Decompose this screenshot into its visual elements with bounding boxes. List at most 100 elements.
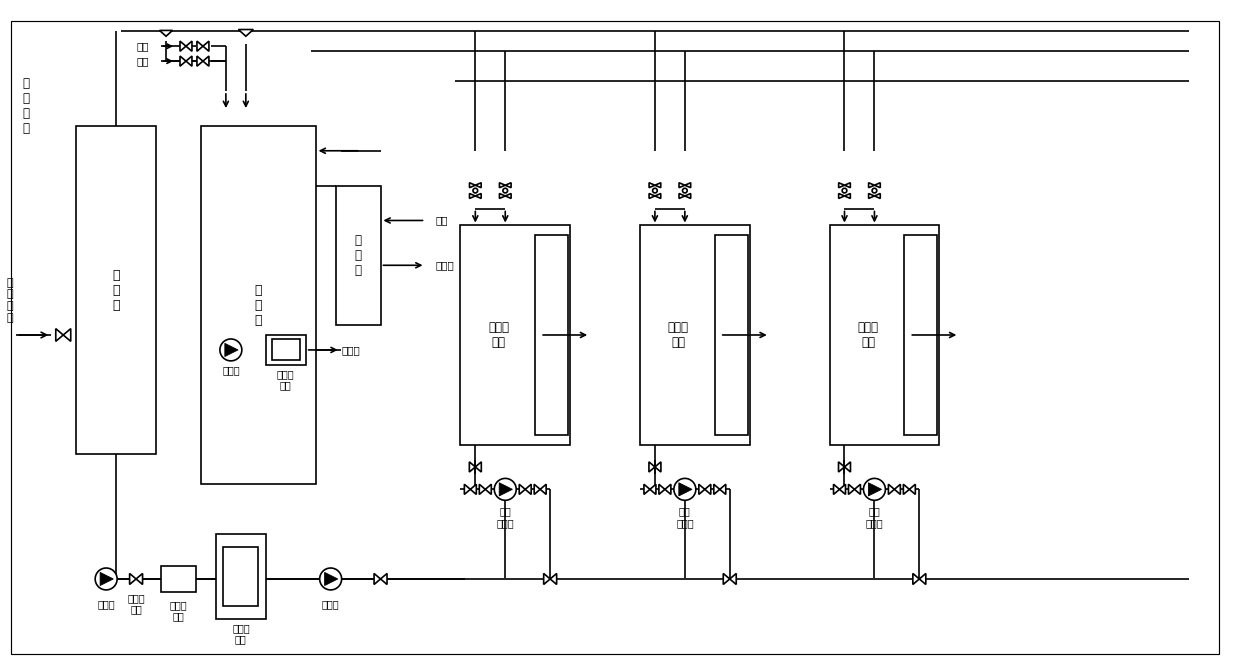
Polygon shape — [470, 484, 476, 494]
Polygon shape — [520, 484, 526, 494]
Polygon shape — [649, 194, 655, 198]
Polygon shape — [197, 56, 203, 66]
Polygon shape — [541, 484, 546, 494]
Polygon shape — [485, 484, 491, 494]
Polygon shape — [505, 194, 511, 198]
Text: 净液罐: 净液罐 — [341, 345, 360, 355]
Text: 一级纳
滤膜: 一级纳 滤膜 — [489, 321, 510, 349]
Circle shape — [682, 188, 687, 193]
Polygon shape — [526, 484, 531, 494]
Polygon shape — [180, 56, 186, 66]
Polygon shape — [854, 484, 861, 494]
Circle shape — [95, 568, 117, 590]
Polygon shape — [136, 573, 143, 585]
Polygon shape — [655, 462, 661, 472]
Polygon shape — [649, 462, 655, 472]
Polygon shape — [470, 194, 475, 198]
Polygon shape — [838, 462, 844, 472]
Text: 清洗泵: 清洗泵 — [222, 365, 239, 375]
Polygon shape — [684, 183, 691, 188]
Polygon shape — [838, 194, 844, 198]
Polygon shape — [904, 484, 909, 494]
Polygon shape — [680, 194, 684, 198]
Polygon shape — [909, 484, 915, 494]
Circle shape — [842, 188, 847, 193]
Polygon shape — [838, 183, 844, 188]
Polygon shape — [197, 41, 203, 51]
Polygon shape — [130, 573, 136, 585]
Polygon shape — [186, 41, 192, 51]
Text: 浓碱: 浓碱 — [136, 41, 149, 51]
Polygon shape — [505, 183, 511, 188]
Text: 三级纳
滤膜: 三级纳 滤膜 — [857, 321, 878, 349]
Polygon shape — [180, 41, 186, 51]
Polygon shape — [325, 573, 337, 586]
Circle shape — [872, 188, 877, 193]
Bar — [536, 235, 568, 434]
Polygon shape — [464, 484, 470, 494]
Polygon shape — [160, 31, 172, 37]
Polygon shape — [868, 483, 882, 496]
Polygon shape — [203, 56, 208, 66]
Polygon shape — [844, 194, 851, 198]
Polygon shape — [500, 483, 512, 496]
Text: 一级
循环泵: 一级 循环泵 — [496, 507, 515, 528]
Polygon shape — [475, 194, 481, 198]
Polygon shape — [833, 484, 839, 494]
Bar — [216, 534, 265, 619]
Polygon shape — [469, 462, 475, 472]
Polygon shape — [655, 194, 661, 198]
Polygon shape — [719, 484, 725, 494]
Text: 进料泵: 进料泵 — [98, 599, 115, 609]
Polygon shape — [480, 484, 485, 494]
Polygon shape — [678, 483, 692, 496]
Polygon shape — [63, 329, 71, 341]
Polygon shape — [470, 183, 475, 188]
Bar — [904, 235, 937, 434]
Text: 二级
循环泵: 二级 循环泵 — [676, 507, 693, 528]
Bar — [161, 566, 196, 592]
Circle shape — [503, 188, 507, 193]
Polygon shape — [224, 343, 238, 356]
Bar — [272, 339, 300, 360]
Bar — [714, 235, 748, 434]
Polygon shape — [844, 462, 851, 472]
Text: 高压泵: 高压泵 — [322, 599, 340, 609]
Polygon shape — [888, 484, 894, 494]
Polygon shape — [475, 462, 481, 472]
Polygon shape — [894, 484, 900, 494]
Bar — [336, 186, 381, 325]
Text: 保安过
滤器: 保安过 滤器 — [277, 369, 295, 390]
Polygon shape — [543, 573, 551, 585]
Polygon shape — [844, 183, 851, 188]
Bar — [201, 126, 316, 484]
Polygon shape — [381, 573, 387, 585]
Polygon shape — [238, 29, 253, 37]
Polygon shape — [868, 194, 874, 198]
Text: 进料流
量计: 进料流 量计 — [128, 593, 145, 614]
Circle shape — [320, 568, 342, 590]
Bar — [265, 335, 306, 365]
Text: 二级纳
滤膜: 二级纳 滤膜 — [668, 321, 689, 349]
Polygon shape — [730, 573, 737, 585]
Polygon shape — [680, 183, 684, 188]
Polygon shape — [500, 194, 505, 198]
Polygon shape — [684, 194, 691, 198]
Text: 软水: 软水 — [136, 56, 149, 66]
Polygon shape — [723, 573, 730, 585]
Polygon shape — [374, 573, 381, 585]
Polygon shape — [500, 183, 505, 188]
Bar — [460, 225, 570, 444]
Polygon shape — [658, 484, 665, 494]
Circle shape — [673, 478, 696, 500]
Polygon shape — [655, 183, 661, 188]
Polygon shape — [186, 56, 192, 66]
Polygon shape — [475, 183, 481, 188]
Bar — [830, 225, 939, 444]
Polygon shape — [848, 484, 854, 494]
Polygon shape — [665, 484, 671, 494]
Polygon shape — [874, 194, 880, 198]
Circle shape — [495, 478, 516, 500]
Bar — [76, 126, 156, 454]
Polygon shape — [874, 183, 880, 188]
